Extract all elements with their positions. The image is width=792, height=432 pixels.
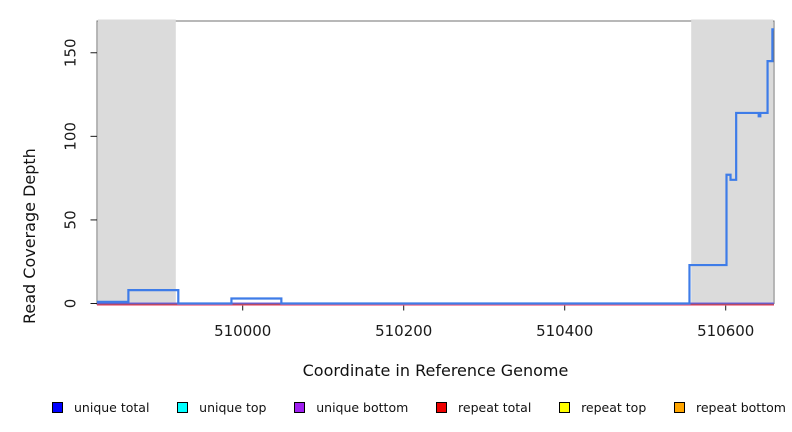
x-tick-label: 510200 xyxy=(375,322,432,340)
y-tick-label: 50 xyxy=(61,210,79,229)
repeat-total-label: repeat total xyxy=(458,400,532,415)
coverage-step-line xyxy=(97,28,774,305)
unique-total-label: unique total xyxy=(74,400,150,415)
repeat-bottom-label: repeat bottom xyxy=(696,400,786,415)
x-axis-title: Coordinate in Reference Genome xyxy=(302,361,569,380)
shaded-region-right xyxy=(691,19,774,304)
unique-total-swatch xyxy=(52,402,63,413)
x-tick-label: 510400 xyxy=(536,322,593,340)
repeat-total-swatch xyxy=(436,402,448,413)
legend-item-unique-total: unique total xyxy=(52,400,149,415)
legend: unique total unique top unique bottom repea… xyxy=(52,400,786,415)
unique-bottom-swatch xyxy=(294,402,306,413)
plot-box xyxy=(96,20,775,304)
legend-item-unique-bottom: unique bottom xyxy=(294,400,408,415)
unique-top-label: unique top xyxy=(199,400,267,415)
x-tick-label: 510000 xyxy=(214,322,271,340)
legend-item-unique-top: unique top xyxy=(177,400,266,415)
repeat-bottom-swatch xyxy=(674,402,685,413)
repeat-top-swatch xyxy=(559,402,571,413)
y-axis-title: Read Coverage Depth xyxy=(20,148,39,324)
x-tick-label: 510600 xyxy=(697,322,754,340)
y-tick-label: 0 xyxy=(61,299,79,309)
repeat-top-label: repeat top xyxy=(581,400,647,415)
unique-bottom-label: unique bottom xyxy=(316,400,409,415)
shaded-region-left xyxy=(97,19,176,304)
legend-item-repeat-total: repeat total xyxy=(436,400,531,415)
legend-item-repeat-bottom: repeat bottom xyxy=(674,400,786,415)
y-tick-label: 150 xyxy=(61,38,79,67)
legend-item-repeat-top: repeat top xyxy=(559,400,646,415)
y-tick-label: 100 xyxy=(61,122,79,151)
unique-top-swatch xyxy=(177,402,189,413)
